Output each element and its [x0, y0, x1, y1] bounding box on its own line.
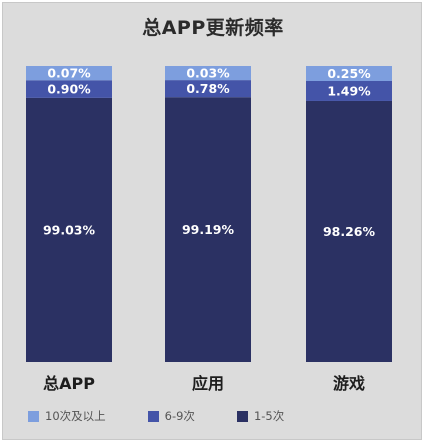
bar-segment-1-2 — [26, 80, 112, 98]
bar-segment-1-1 — [26, 97, 112, 362]
category-label-3: 游戏 — [333, 374, 365, 393]
legend-item-6-9: 6-9次 — [147, 408, 195, 424]
category-label-1: 总APP — [43, 374, 95, 393]
legend-swatch-1-5 — [236, 410, 248, 422]
data-label-2-3: 0.03% — [186, 66, 230, 81]
legend-item-1-5: 1-5次 — [236, 408, 285, 424]
legend-label-10plus: 10次及以上 — [45, 409, 106, 423]
chart-title: 总APP更新频率 — [142, 17, 284, 39]
bar-segment-1-3 — [26, 66, 112, 81]
legend-swatch-10plus — [28, 410, 39, 422]
bar-segment-2-3 — [165, 66, 251, 81]
data-label-1-3: 0.07% — [47, 66, 91, 81]
bar-segment-3-2 — [306, 81, 392, 101]
legend-swatch-6-9 — [147, 410, 159, 422]
chart-legend: 10次及以上 6-9次 1-5次 — [28, 406, 418, 426]
legend-label-6-9: 6-9次 — [164, 409, 195, 423]
bar-segment-3-1 — [306, 100, 392, 363]
category-label-2: 应用 — [192, 374, 224, 393]
data-label-2-2: 0.78% — [186, 81, 230, 96]
bar-segment-2-2 — [165, 80, 251, 98]
legend-item-10plus: 10次及以上 — [28, 408, 106, 424]
bar-segment-3-3 — [306, 66, 392, 81]
data-label-3-3: 0.25% — [327, 66, 371, 81]
bar-segment-2-1 — [165, 97, 251, 363]
data-label-3-1: 98.26% — [323, 224, 376, 239]
data-label-1-1: 99.03% — [43, 222, 96, 237]
legend-label-1-5: 1-5次 — [253, 409, 285, 423]
data-label-1-2: 0.90% — [47, 82, 91, 97]
data-label-3-2: 1.49% — [327, 83, 371, 98]
data-label-2-1: 99.19% — [182, 222, 235, 237]
